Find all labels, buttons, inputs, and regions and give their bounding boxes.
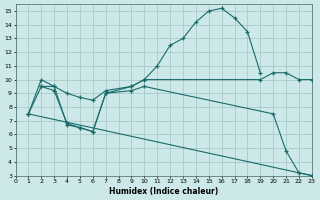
X-axis label: Humidex (Indice chaleur): Humidex (Indice chaleur) (109, 187, 218, 196)
